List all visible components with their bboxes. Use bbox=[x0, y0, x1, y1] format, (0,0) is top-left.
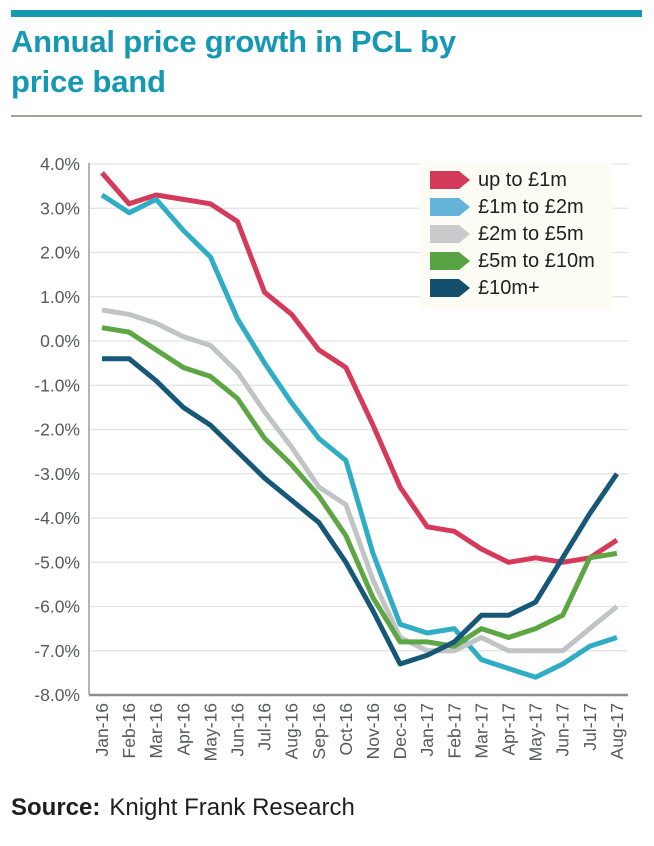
x-tick-label: Aug-17 bbox=[607, 703, 627, 759]
legend-marker-icon bbox=[430, 279, 470, 297]
x-tick-label: Mar-16 bbox=[146, 703, 166, 758]
legend-item-label: up to £1m bbox=[478, 169, 567, 191]
legend-item-label: £2m to £5m bbox=[478, 223, 584, 245]
legend: up to £1m £1m to £2m £2m to £5m £5m to £10m… bbox=[420, 162, 612, 309]
legend-item: £5m to £10m bbox=[430, 250, 608, 272]
title-divider bbox=[11, 115, 642, 117]
y-tick-label: 2.0% bbox=[40, 243, 80, 263]
x-tick-label: Apr-17 bbox=[499, 703, 519, 756]
legend-item-label: £10m+ bbox=[478, 277, 540, 299]
series-line bbox=[102, 356, 619, 667]
top-accent-bar bbox=[11, 10, 642, 17]
x-tick-label: Jul-16 bbox=[255, 703, 275, 751]
x-tick-label: Apr-16 bbox=[173, 703, 193, 756]
y-tick-label: 4.0% bbox=[40, 154, 80, 174]
y-tick-label: -8.0% bbox=[34, 685, 80, 705]
y-tick-label: 1.0% bbox=[40, 287, 80, 307]
series-line bbox=[101, 325, 618, 649]
legend-marker-icon bbox=[430, 252, 470, 270]
y-tick-label: -5.0% bbox=[34, 552, 80, 572]
x-tick-label: Feb-16 bbox=[119, 703, 139, 758]
source-line: Source: Knight Frank Research bbox=[11, 794, 355, 822]
legend-item: up to £1m bbox=[430, 169, 608, 191]
y-tick-label: 0.0% bbox=[40, 331, 80, 351]
y-tick-label: -2.0% bbox=[34, 420, 80, 440]
series-line bbox=[100, 171, 619, 565]
y-tick-label: 3.0% bbox=[40, 198, 80, 218]
legend-item-label: £1m to £2m bbox=[478, 196, 584, 218]
legend-item: £10m+ bbox=[430, 277, 608, 299]
y-tick-label: -3.0% bbox=[34, 464, 80, 484]
x-tick-label: Feb-17 bbox=[444, 703, 464, 758]
legend-item-label: £5m to £10m bbox=[478, 250, 595, 272]
y-tick-label: -6.0% bbox=[34, 597, 80, 617]
x-tick-label: Mar-17 bbox=[471, 703, 491, 758]
x-tick-label: May-16 bbox=[200, 703, 220, 761]
y-tick-label: -7.0% bbox=[34, 641, 80, 661]
x-tick-label: Jul-17 bbox=[580, 703, 600, 751]
x-tick-label: Oct-16 bbox=[336, 703, 356, 756]
series-line bbox=[101, 307, 619, 654]
legend-marker-icon bbox=[430, 198, 470, 216]
x-tick-label: Jan-17 bbox=[417, 703, 437, 757]
legend-marker-icon bbox=[430, 225, 470, 243]
x-tick-label: May-17 bbox=[526, 703, 546, 761]
x-tick-label: Jun-17 bbox=[553, 703, 573, 757]
series-line bbox=[100, 192, 618, 680]
source-text: Knight Frank Research bbox=[109, 794, 355, 821]
legend-marker-icon bbox=[430, 171, 470, 189]
y-tick-label: -1.0% bbox=[34, 375, 80, 395]
source-label: Source: bbox=[11, 794, 101, 821]
page-title: Annual price growth in PCL by price band bbox=[11, 24, 456, 99]
x-tick-label: Dec-16 bbox=[390, 703, 410, 759]
legend-item: £1m to £2m bbox=[430, 196, 608, 218]
x-tick-label: Sep-16 bbox=[309, 703, 329, 759]
x-tick-label: Aug-16 bbox=[282, 703, 302, 759]
x-tick-label: Nov-16 bbox=[363, 703, 383, 759]
x-tick-label: Jun-16 bbox=[228, 703, 248, 757]
y-tick-label: -4.0% bbox=[34, 508, 80, 528]
legend-item: £2m to £5m bbox=[430, 223, 608, 245]
x-tick-label: Jan-16 bbox=[92, 703, 112, 757]
